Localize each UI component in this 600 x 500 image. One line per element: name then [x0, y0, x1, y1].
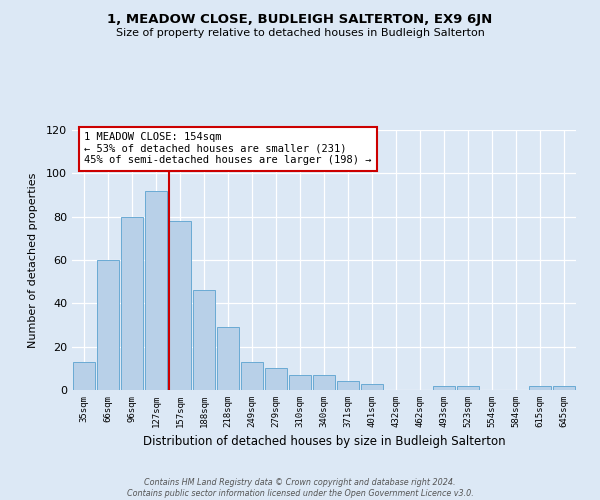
Text: Size of property relative to detached houses in Budleigh Salterton: Size of property relative to detached ho…: [116, 28, 484, 38]
Bar: [97, 260, 119, 390]
Bar: [169, 221, 191, 390]
Bar: [241, 362, 263, 390]
Text: 1, MEADOW CLOSE, BUDLEIGH SALTERTON, EX9 6JN: 1, MEADOW CLOSE, BUDLEIGH SALTERTON, EX9…: [107, 12, 493, 26]
Y-axis label: Number of detached properties: Number of detached properties: [28, 172, 38, 348]
Text: 1 MEADOW CLOSE: 154sqm
← 53% of detached houses are smaller (231)
45% of semi-de: 1 MEADOW CLOSE: 154sqm ← 53% of detached…: [84, 132, 372, 166]
X-axis label: Distribution of detached houses by size in Budleigh Salterton: Distribution of detached houses by size …: [143, 436, 505, 448]
Bar: [265, 368, 287, 390]
Bar: [217, 327, 239, 390]
Bar: [121, 216, 143, 390]
Text: Contains HM Land Registry data © Crown copyright and database right 2024.
Contai: Contains HM Land Registry data © Crown c…: [127, 478, 473, 498]
Bar: [73, 362, 95, 390]
Bar: [193, 290, 215, 390]
Bar: [433, 386, 455, 390]
Bar: [289, 375, 311, 390]
Bar: [361, 384, 383, 390]
Bar: [553, 386, 575, 390]
Bar: [145, 190, 167, 390]
Bar: [337, 382, 359, 390]
Bar: [313, 375, 335, 390]
Bar: [529, 386, 551, 390]
Bar: [457, 386, 479, 390]
